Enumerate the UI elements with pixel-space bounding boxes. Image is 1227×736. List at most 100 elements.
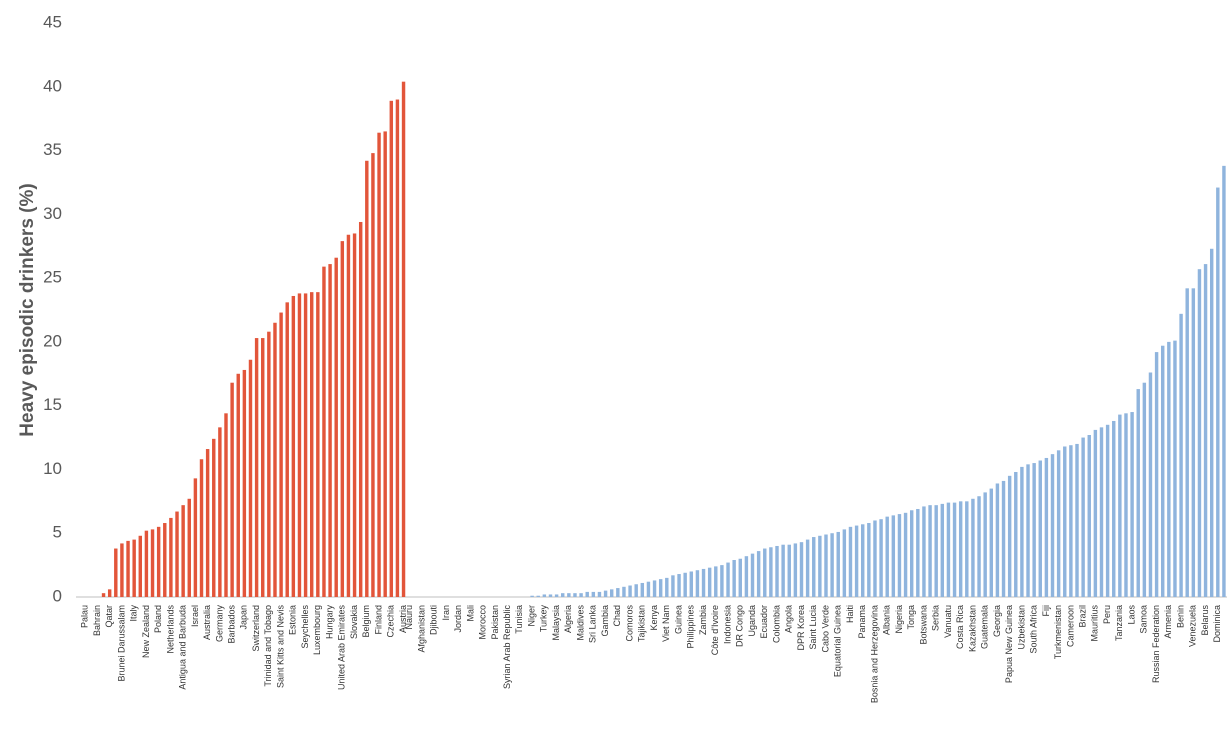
bar bbox=[199, 459, 204, 597]
bar bbox=[389, 100, 394, 597]
bar bbox=[658, 579, 663, 597]
bar bbox=[309, 292, 314, 597]
bar bbox=[707, 567, 712, 597]
bar bbox=[1124, 413, 1128, 597]
bar bbox=[854, 525, 859, 597]
x-tick-label: Mali bbox=[465, 605, 475, 622]
x-tick-label: Colombia bbox=[771, 605, 781, 643]
x-tick-label: Morocco bbox=[478, 605, 488, 640]
bar bbox=[1154, 352, 1159, 597]
x-tick-label: Syrian Arab Republic bbox=[502, 605, 512, 690]
bar bbox=[732, 560, 736, 597]
bar bbox=[603, 590, 608, 597]
bar bbox=[683, 572, 687, 597]
x-tick-label: Albania bbox=[882, 605, 892, 635]
bar bbox=[971, 498, 975, 597]
x-tick-label: Samoa bbox=[1139, 605, 1149, 634]
bar bbox=[916, 508, 920, 597]
y-tick-label: 40 bbox=[43, 76, 62, 95]
x-tick-label: Ecuador bbox=[759, 605, 769, 639]
bar bbox=[818, 535, 822, 597]
bar bbox=[536, 595, 540, 597]
x-tick-label: Australia bbox=[202, 605, 212, 640]
bar bbox=[530, 595, 534, 597]
bar bbox=[1209, 248, 1214, 598]
bar bbox=[861, 524, 865, 597]
bar bbox=[291, 295, 296, 597]
x-tick-label: Barbados bbox=[226, 605, 236, 644]
bar bbox=[573, 593, 577, 597]
bar bbox=[1087, 435, 1091, 597]
bar bbox=[836, 531, 840, 597]
bar bbox=[1197, 269, 1202, 597]
y-tick-label: 10 bbox=[43, 459, 62, 478]
x-tick-label: Turkmenistan bbox=[1053, 605, 1063, 659]
bar bbox=[365, 160, 369, 597]
bar bbox=[744, 556, 749, 597]
x-tick-label: Pakistan bbox=[490, 605, 500, 640]
x-tick-label: Venezuela bbox=[1188, 605, 1198, 647]
x-tick-label: Botswana bbox=[918, 605, 928, 645]
bar bbox=[224, 413, 228, 597]
bar bbox=[1161, 345, 1165, 597]
bar bbox=[156, 526, 161, 597]
bar bbox=[1222, 165, 1226, 597]
x-tick-label: Switzerland bbox=[251, 605, 261, 652]
bar bbox=[903, 512, 908, 597]
x-tick-label: Panama bbox=[857, 605, 867, 639]
x-tick-label: South Africa bbox=[1029, 605, 1039, 654]
x-tick-label: Afghanistan bbox=[416, 605, 426, 653]
x-tick-label: Bosnia and Herzegovina bbox=[869, 605, 879, 703]
bar bbox=[120, 543, 124, 597]
bar bbox=[622, 586, 626, 597]
bar bbox=[1179, 313, 1183, 597]
x-tick-label: Trinidad and Tobago bbox=[263, 605, 273, 687]
bar bbox=[1081, 437, 1085, 597]
bar bbox=[909, 510, 914, 597]
y-tick-label: 0 bbox=[53, 586, 62, 605]
bar bbox=[279, 312, 283, 597]
bar bbox=[187, 498, 191, 597]
x-tick-label: Belgium bbox=[361, 605, 371, 638]
x-tick-label: Nigeria bbox=[894, 605, 904, 634]
x-tick-label: Algeria bbox=[563, 605, 573, 633]
x-tick-label: Bahrain bbox=[92, 605, 102, 636]
bar bbox=[677, 574, 681, 597]
x-tick-label: Kazakhstan bbox=[967, 605, 977, 652]
bar bbox=[334, 257, 338, 597]
x-tick-label: Finland bbox=[373, 605, 383, 635]
x-tick-label: Angola bbox=[784, 605, 794, 633]
bar bbox=[212, 438, 216, 597]
bar bbox=[665, 577, 669, 597]
bar bbox=[671, 575, 675, 597]
x-tick-label: Maldives bbox=[575, 605, 585, 641]
x-tick-label: Poland bbox=[153, 605, 163, 633]
bar bbox=[114, 548, 118, 597]
x-tick-label: Peru bbox=[1102, 605, 1112, 624]
bar bbox=[352, 233, 357, 597]
bar bbox=[1185, 288, 1189, 597]
bar bbox=[879, 519, 883, 597]
x-tick-label: Antigua and Barbuda bbox=[178, 605, 188, 690]
x-tick-label: Tonga bbox=[906, 605, 916, 630]
x-tick-label: Slovakia bbox=[349, 605, 359, 639]
bar bbox=[812, 537, 816, 597]
bar bbox=[848, 526, 853, 597]
bar bbox=[230, 382, 234, 597]
bar bbox=[193, 478, 198, 597]
bar bbox=[1038, 460, 1042, 597]
bar bbox=[585, 591, 589, 597]
x-tick-label: Palau bbox=[80, 605, 90, 628]
x-tick-label: Equatorial Guinea bbox=[833, 605, 843, 677]
bar bbox=[1099, 427, 1104, 597]
bar bbox=[248, 359, 253, 597]
bar bbox=[218, 427, 222, 597]
bar bbox=[401, 81, 406, 598]
x-tick-label: Tajikistan bbox=[637, 605, 647, 642]
bar bbox=[144, 530, 149, 597]
x-tick-label: Gambia bbox=[600, 605, 610, 637]
bar bbox=[701, 568, 706, 597]
x-tick-label: Germany bbox=[214, 605, 224, 643]
bar bbox=[652, 580, 657, 597]
